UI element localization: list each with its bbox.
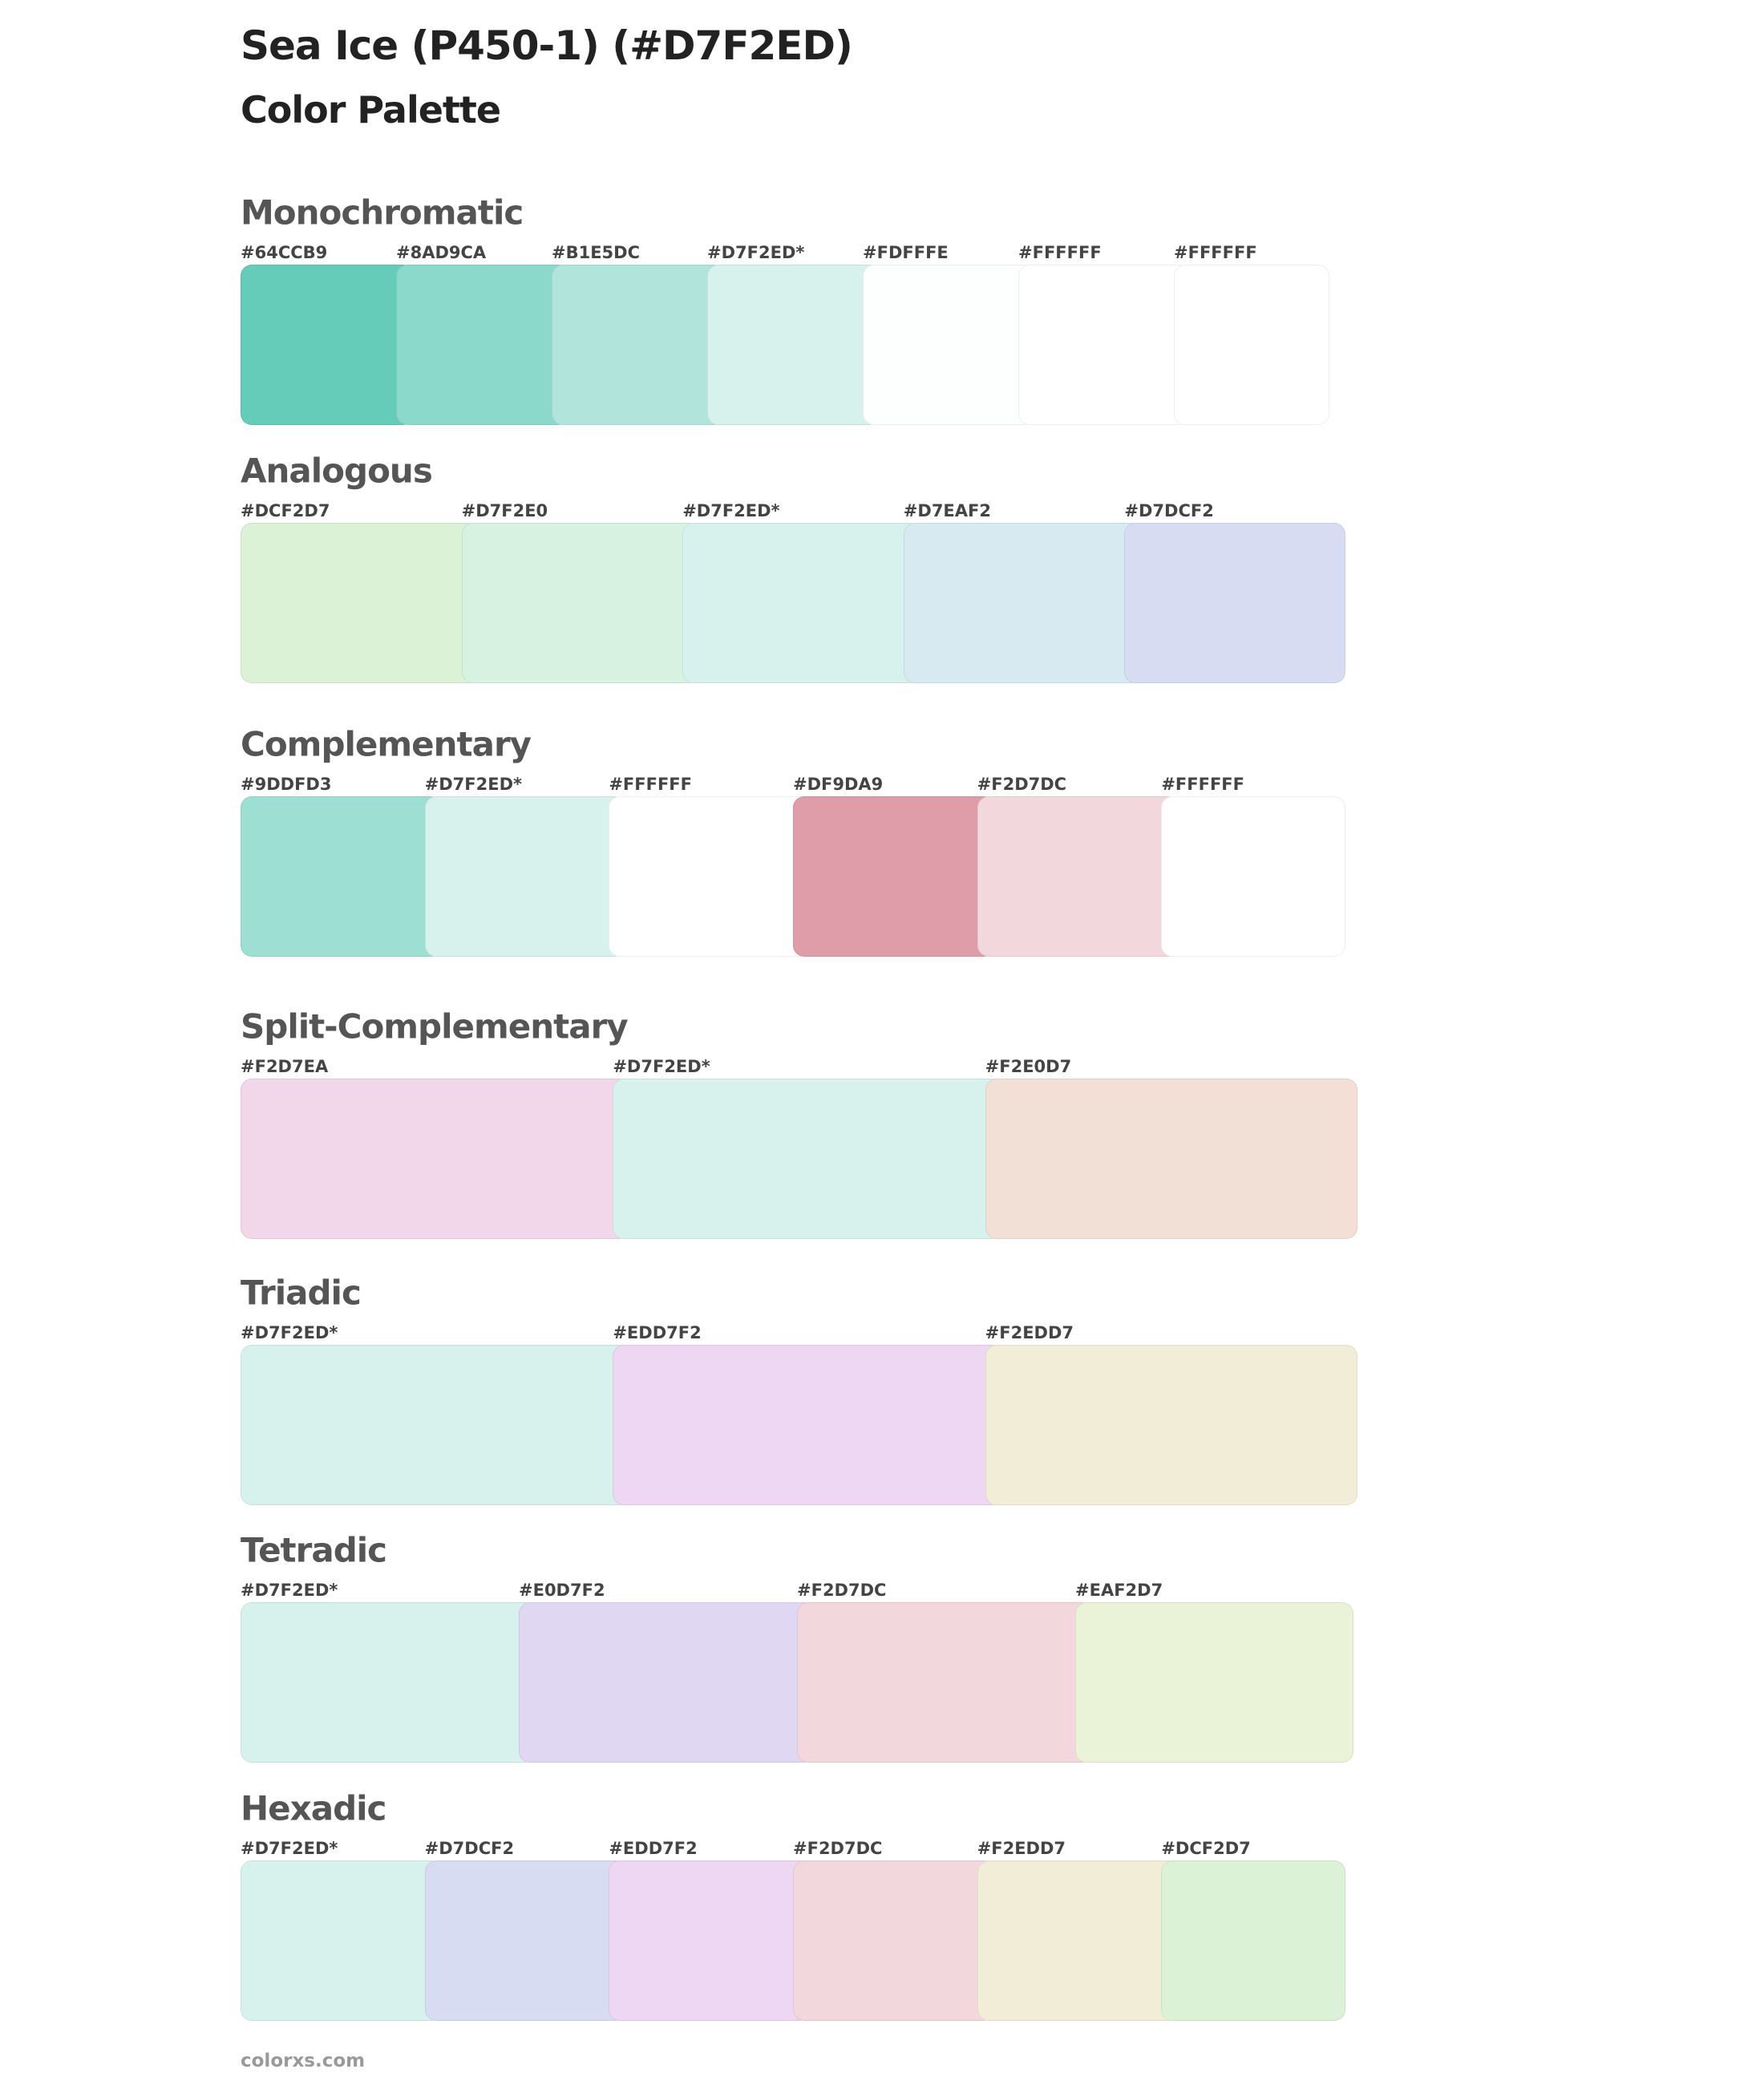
color-swatch[interactable]: [707, 265, 880, 425]
color-swatch[interactable]: [793, 796, 995, 957]
section-heading: Triadic: [241, 1273, 362, 1313]
swatch-hex-label: #EAF2D7: [1075, 1581, 1163, 1600]
color-swatch[interactable]: [609, 796, 811, 957]
swatch-hex-label: #F2D7DC: [793, 1839, 883, 1858]
swatch-hex-label: #8AD9CA: [396, 243, 487, 262]
swatch-hex-label: #D7F2ED*: [707, 243, 805, 262]
swatch-hex-label: #D7F2ED*: [613, 1057, 710, 1076]
swatch-hex-label: #F2E0D7: [985, 1057, 1072, 1076]
swatch-hex-label: #F2EDD7: [977, 1839, 1066, 1858]
color-swatch[interactable]: [977, 1860, 1179, 2021]
swatch-hex-label: #FFFFFF: [1018, 243, 1102, 262]
swatch-hex-label: #DCF2D7: [1161, 1839, 1251, 1858]
section-heading: Monochromatic: [241, 192, 524, 233]
color-swatch[interactable]: [1174, 265, 1329, 425]
swatch-hex-label: #DF9DA9: [793, 775, 884, 794]
color-swatch[interactable]: [396, 265, 569, 425]
swatch-hex-label: #D7DCF2: [424, 1839, 515, 1858]
page-title: Sea Ice (P450-1) (#D7F2ED): [241, 22, 853, 69]
swatch-hex-label: #D7F2ED*: [241, 1839, 338, 1858]
swatch-hex-label: #EDD7F2: [613, 1323, 702, 1342]
swatch-hex-label: #D7F2ED*: [241, 1323, 338, 1342]
color-swatch[interactable]: [1075, 1602, 1353, 1763]
swatch-hex-label: #D7F2ED*: [424, 775, 523, 794]
color-swatch[interactable]: [985, 1345, 1357, 1505]
swatch-hex-label: #64CCB9: [241, 243, 328, 262]
color-swatch[interactable]: [241, 1602, 536, 1763]
color-swatch[interactable]: [241, 796, 443, 957]
section-heading: Tetradic: [241, 1530, 387, 1570]
swatch-hex-label: #FFFFFF: [1174, 243, 1257, 262]
footer-site-link[interactable]: colorxs.com: [241, 2051, 366, 2071]
color-swatch[interactable]: [241, 1079, 631, 1239]
section-heading: Complementary: [241, 724, 532, 764]
color-swatch[interactable]: [682, 523, 921, 683]
swatch-hex-label: #B1E5DC: [552, 243, 641, 262]
color-swatch[interactable]: [552, 265, 725, 425]
color-swatch[interactable]: [613, 1345, 1003, 1505]
color-swatch[interactable]: [461, 523, 701, 683]
swatch-hex-label: #FFFFFF: [1161, 775, 1244, 794]
color-swatch[interactable]: [424, 1860, 627, 2021]
swatch-hex-label: #D7F2E0: [461, 501, 548, 520]
color-swatch[interactable]: [1161, 1860, 1345, 2021]
color-swatch[interactable]: [1124, 523, 1345, 683]
color-swatch[interactable]: [1018, 265, 1192, 425]
color-swatch[interactable]: [241, 1345, 631, 1505]
color-swatch[interactable]: [977, 796, 1179, 957]
swatch-hex-label: #F2D7DC: [797, 1581, 887, 1600]
color-swatch[interactable]: [241, 523, 479, 683]
swatch-hex-label: #D7EAF2: [903, 501, 991, 520]
swatch-hex-label: #DCF2D7: [241, 501, 330, 520]
color-swatch[interactable]: [797, 1602, 1093, 1763]
color-swatch[interactable]: [863, 265, 1036, 425]
swatch-hex-label: #9DDFD3: [241, 775, 332, 794]
color-swatch[interactable]: [793, 1860, 995, 2021]
color-swatch[interactable]: [903, 523, 1143, 683]
color-swatch[interactable]: [241, 265, 414, 425]
color-swatch[interactable]: [519, 1602, 815, 1763]
color-swatch[interactable]: [241, 1860, 443, 2021]
swatch-hex-label: #EDD7F2: [609, 1839, 698, 1858]
swatch-hex-label: #D7DCF2: [1124, 501, 1214, 520]
section-heading: Split-Complementary: [241, 1006, 629, 1047]
section-heading: Analogous: [241, 451, 433, 491]
swatch-hex-label: #FDFFFE: [863, 243, 949, 262]
swatch-hex-label: #F2EDD7: [985, 1323, 1074, 1342]
swatch-hex-label: #FFFFFF: [609, 775, 692, 794]
page-subtitle: Color Palette: [241, 88, 501, 132]
color-swatch[interactable]: [424, 796, 627, 957]
swatch-hex-label: #E0D7F2: [519, 1581, 605, 1600]
color-swatch[interactable]: [609, 1860, 811, 2021]
section-heading: Hexadic: [241, 1788, 386, 1828]
swatch-hex-label: #D7F2ED*: [241, 1581, 338, 1600]
color-swatch[interactable]: [985, 1079, 1357, 1239]
swatch-hex-label: #D7F2ED*: [682, 501, 780, 520]
swatch-hex-label: #F2D7EA: [241, 1057, 329, 1076]
swatch-hex-label: #F2D7DC: [977, 775, 1067, 794]
color-swatch[interactable]: [1161, 796, 1345, 957]
color-swatch[interactable]: [613, 1079, 1003, 1239]
